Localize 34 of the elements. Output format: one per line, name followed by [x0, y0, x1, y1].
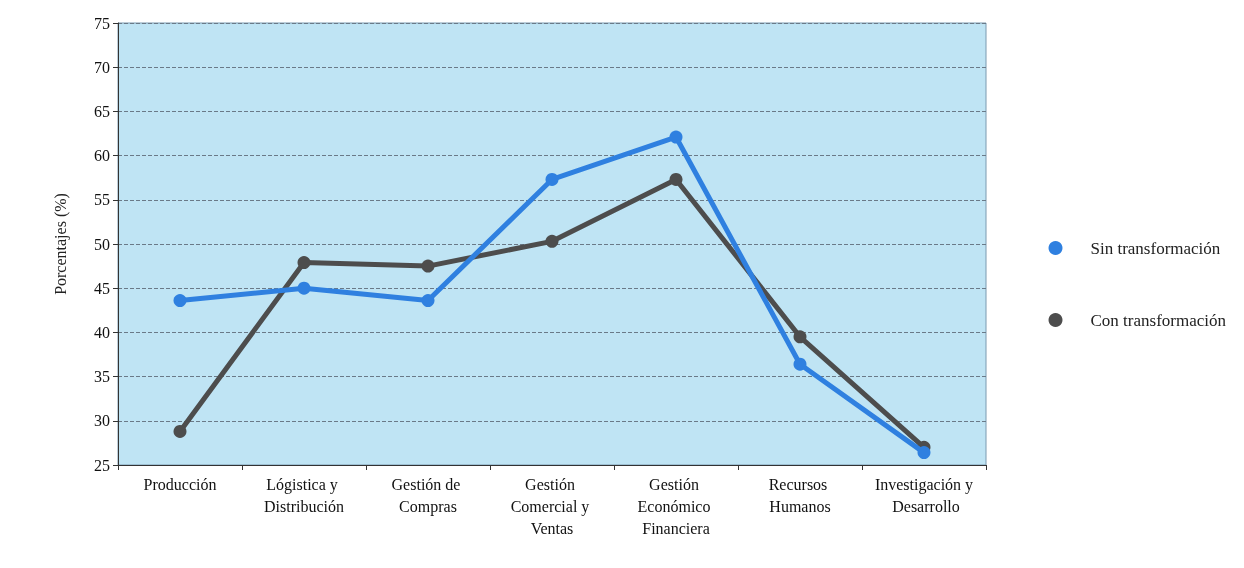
x-tick-label: Gestión Comercial y Ventas [510, 475, 594, 537]
x-tick-label: Lógistica y Distribución [264, 475, 344, 515]
y-tick-label: 70 [94, 58, 110, 76]
y-tick-label: 30 [94, 412, 110, 430]
y-tick-label: 45 [94, 279, 110, 297]
y-axis-title: Porcentajes (%) [51, 193, 70, 295]
point [421, 294, 435, 308]
x-tick-label: Producción [143, 475, 217, 493]
point [917, 446, 931, 460]
y-tick-label: 60 [94, 147, 110, 165]
point [669, 172, 683, 186]
x-tick-label: Gestión Económico Financiera [637, 475, 715, 537]
point [669, 130, 683, 144]
legend-label: Sin transformación [1090, 238, 1221, 258]
point [297, 256, 311, 270]
y-tick-label: 65 [94, 102, 110, 120]
y-tick-label: 40 [94, 323, 110, 341]
y-tick-label: 35 [94, 368, 110, 386]
y-tick-label: 75 [94, 14, 110, 32]
y-tick-label: 50 [94, 235, 110, 253]
point [545, 234, 559, 248]
x-tick-label: Investigación y Desarrollo [874, 475, 974, 515]
y-tick-label: 55 [94, 191, 110, 209]
x-tick-label: Gestión de Compras [391, 475, 465, 516]
point [297, 281, 311, 295]
point [545, 172, 559, 186]
point [793, 330, 807, 344]
point [173, 424, 187, 438]
point [793, 357, 807, 371]
y-tick-label: 25 [94, 456, 110, 474]
x-tick-label: Recursos Humanos [768, 475, 832, 515]
point [421, 259, 435, 273]
point [173, 294, 187, 308]
legend-label: Con transformación [1090, 310, 1227, 330]
